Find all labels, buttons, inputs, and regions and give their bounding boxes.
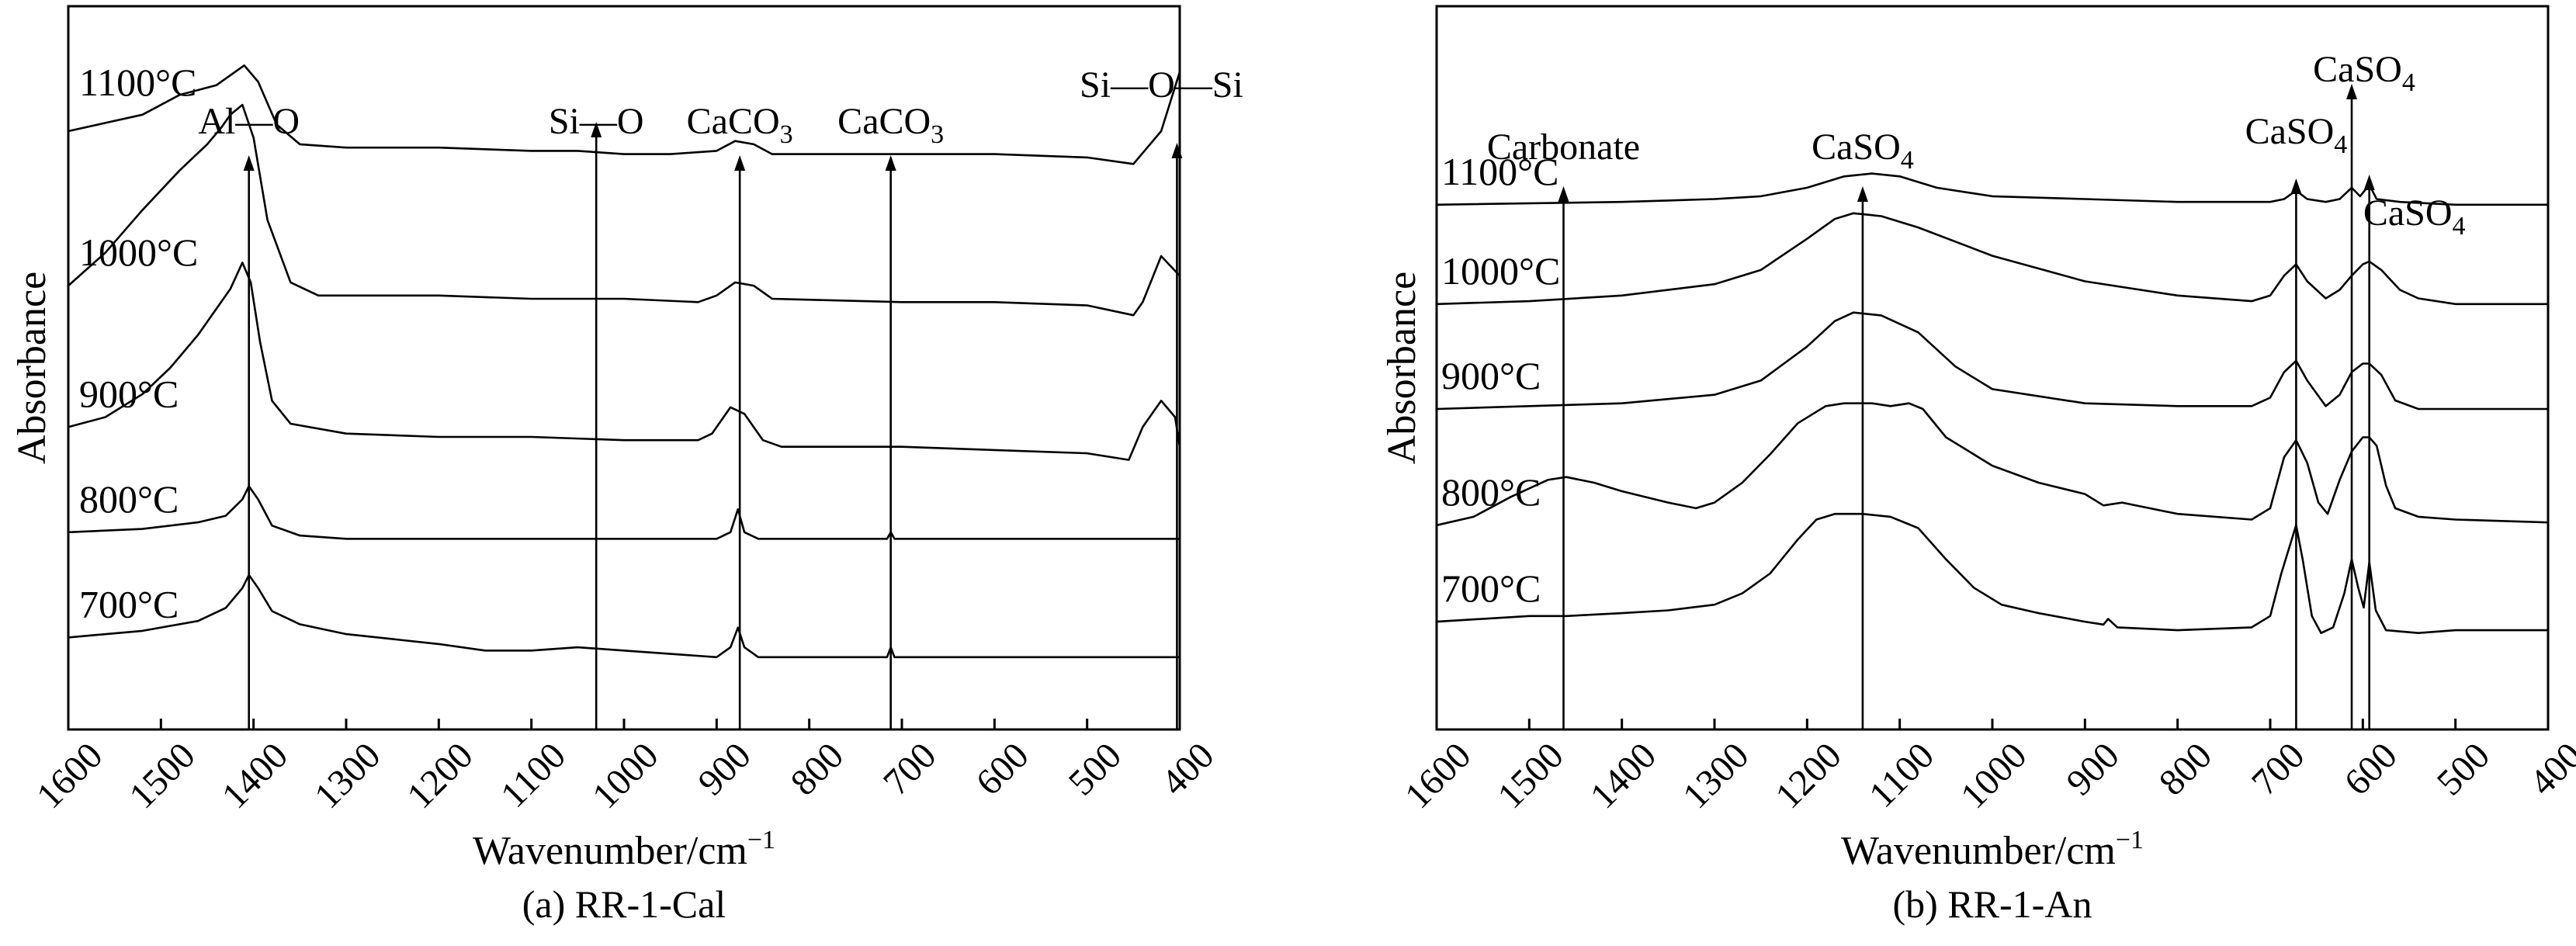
x-axis-title: Wavenumber/cm−1	[1841, 826, 2144, 873]
x-tick-label: 1400	[1583, 735, 1664, 816]
x-tick-label: 1200	[1767, 735, 1849, 816]
x-tick-label: 1200	[399, 735, 480, 816]
peak-arrowhead	[2346, 84, 2358, 99]
peak-arrowhead	[2363, 175, 2375, 190]
x-tick-label: 1300	[307, 735, 388, 816]
peak-arrowhead	[2290, 178, 2302, 194]
x-tick-label: 400	[2522, 735, 2576, 803]
peak-label: Carbonate	[1487, 126, 1640, 168]
x-tick-label: 1500	[1489, 735, 1571, 816]
x-tick-label: 500	[1061, 735, 1129, 803]
series-line-700c	[1436, 512, 2548, 634]
peak-label: CaSO4	[2313, 49, 2415, 97]
x-tick-label: 1500	[121, 735, 203, 816]
x-tick-label: 1100	[493, 735, 574, 816]
peak-label: Al—O	[198, 101, 300, 142]
x-tick-label: 400	[1153, 735, 1222, 803]
y-axis-title: Absorbance	[1380, 272, 1424, 464]
peak-label: CaSO4	[1812, 126, 1914, 175]
series-line-800c	[68, 485, 1180, 540]
x-tick-label: 700	[2244, 735, 2312, 803]
series-line-1000c	[1436, 212, 2548, 306]
series-line-700c	[68, 573, 1180, 659]
series-label: 1100°C	[1441, 150, 1559, 193]
peak-label: CaSO4	[2363, 192, 2466, 241]
series-label: 700°C	[1441, 567, 1541, 610]
panel-caption: (a) RR-1-Cal	[522, 882, 726, 926]
panel-a-chart: 1600 1500 1400 1300 1200 1100 1000 900 800 700 600…	[10, 5, 1243, 926]
peak-label: Si—O	[549, 101, 644, 142]
peak-label: CaCO3	[837, 101, 944, 149]
series-label: 1000°C	[1441, 249, 1560, 293]
x-tick-label: 500	[2429, 735, 2498, 803]
series-line-900c	[68, 262, 1181, 461]
x-tick-label: 600	[968, 735, 1036, 803]
y-axis-title: Absorbance	[10, 272, 54, 464]
x-tick-label: 1400	[214, 735, 296, 816]
x-tick-label: 600	[2336, 735, 2404, 803]
peak-label: Si—O—Si	[1080, 64, 1243, 106]
x-tick-label: 1600	[29, 735, 110, 816]
series-label: 800°C	[79, 477, 179, 521]
x-tick-label: 800	[783, 735, 851, 803]
peak-arrowhead	[1171, 143, 1183, 158]
series-label: 1000°C	[79, 230, 198, 274]
series-label: 800°C	[1441, 470, 1541, 514]
peak-arrowhead	[1857, 186, 1868, 202]
peak-arrowhead	[591, 122, 602, 137]
x-tick-label: 900	[2058, 735, 2127, 803]
peak-arrowhead	[885, 155, 896, 171]
peak-arrowhead	[734, 155, 746, 171]
series-line-1100c	[68, 64, 1181, 165]
x-tick-label: 900	[690, 735, 758, 803]
x-tick-label: 1000	[584, 735, 666, 816]
peak-label: CaSO4	[2245, 111, 2348, 159]
x-tick-label: 1000	[1953, 735, 2034, 816]
series-line-800c	[1436, 402, 2549, 527]
peak-label: CaCO3	[687, 101, 793, 149]
series-label: 1100°C	[79, 61, 197, 104]
x-tick-label: 700	[875, 735, 944, 803]
x-tick-label: 1100	[1861, 735, 1942, 816]
panel-b-chart: 1600 1500 1400 1300 1200 1100 1000 900 800 700 600…	[1380, 5, 2576, 926]
x-tick-label: 800	[2151, 735, 2220, 803]
series-label: 900°C	[1441, 354, 1541, 397]
series-line-900c	[1436, 311, 2548, 411]
series-label: 700°C	[79, 582, 179, 625]
x-tick-label: 1600	[1397, 735, 1479, 816]
x-axis-title: Wavenumber/cm−1	[473, 826, 775, 873]
peak-arrowhead	[1558, 186, 1569, 202]
x-tick-label: 1300	[1675, 735, 1756, 816]
peak-arrowhead	[243, 155, 255, 171]
panel-caption: (b) RR-1-An	[1893, 882, 2092, 926]
series-line-1000c	[68, 103, 1181, 317]
series-label: 900°C	[79, 372, 179, 415]
